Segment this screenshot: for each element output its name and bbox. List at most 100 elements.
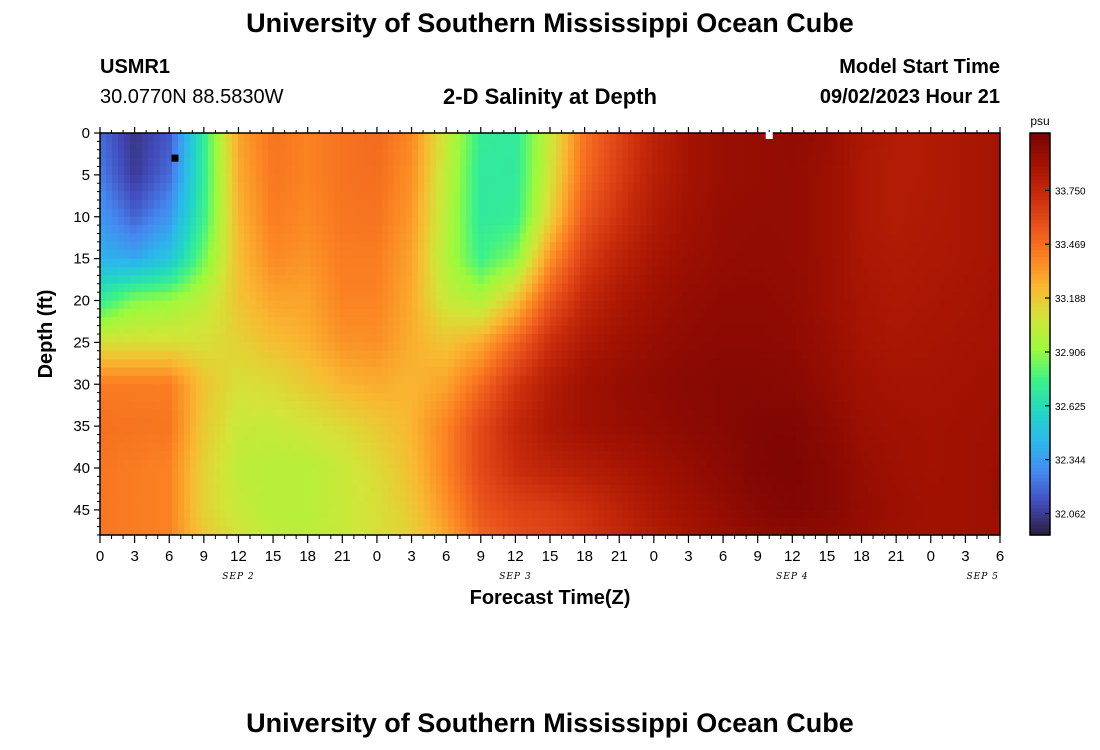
heatmap-cell bbox=[520, 233, 527, 243]
heatmap-cell bbox=[448, 325, 455, 335]
heatmap-cell bbox=[868, 267, 875, 276]
heatmap-cell bbox=[340, 308, 347, 318]
heatmap-cell bbox=[820, 166, 827, 176]
heatmap-cell bbox=[778, 375, 785, 385]
heatmap-cell bbox=[484, 241, 491, 251]
heatmap-cell bbox=[400, 342, 407, 352]
heatmap-cell bbox=[790, 292, 797, 302]
heatmap-cell bbox=[712, 258, 719, 268]
heatmap-cell bbox=[526, 342, 533, 352]
heatmap-cell bbox=[280, 409, 287, 419]
heatmap-cell bbox=[964, 384, 971, 394]
heatmap-cell bbox=[940, 275, 947, 285]
heatmap-cell bbox=[142, 342, 149, 352]
heatmap-cell bbox=[370, 292, 377, 302]
heatmap-cell bbox=[640, 392, 647, 402]
heatmap-cell bbox=[286, 267, 293, 276]
heatmap-cell bbox=[898, 200, 905, 209]
heatmap-cell bbox=[964, 133, 971, 142]
heatmap-cell bbox=[712, 241, 719, 251]
heatmap-cell bbox=[154, 283, 161, 293]
heatmap-cell bbox=[316, 401, 323, 410]
heatmap-cell bbox=[826, 141, 833, 151]
heatmap-cell bbox=[148, 283, 155, 293]
heatmap-cell bbox=[742, 166, 749, 176]
heatmap-cell bbox=[628, 158, 635, 168]
heatmap-cell bbox=[916, 208, 923, 218]
heatmap-cell bbox=[916, 300, 923, 310]
heatmap-cell bbox=[892, 208, 899, 218]
heatmap-cell bbox=[118, 149, 125, 159]
heatmap-cell bbox=[358, 283, 365, 293]
heatmap-cell bbox=[184, 191, 191, 201]
heatmap-cell bbox=[952, 241, 959, 251]
heatmap-cell bbox=[808, 258, 815, 268]
heatmap-cell bbox=[826, 158, 833, 168]
heatmap-cell bbox=[388, 158, 395, 168]
heatmap-cell bbox=[568, 384, 575, 394]
heatmap-cell bbox=[760, 392, 767, 402]
heatmap-cell bbox=[376, 317, 383, 327]
heatmap-cell bbox=[814, 283, 821, 293]
heatmap-cell bbox=[670, 133, 677, 142]
heatmap-cell bbox=[814, 191, 821, 201]
heatmap-cell bbox=[190, 375, 197, 385]
heatmap-cell bbox=[586, 191, 593, 201]
heatmap-cell bbox=[136, 141, 143, 151]
heatmap-cell bbox=[616, 367, 623, 377]
heatmap-cell bbox=[898, 392, 905, 402]
heatmap-cell bbox=[616, 250, 623, 260]
heatmap-cell bbox=[730, 300, 737, 310]
heatmap-cell bbox=[718, 174, 725, 184]
heatmap-cell bbox=[982, 133, 989, 142]
heatmap-cell bbox=[148, 267, 155, 276]
heatmap-cell bbox=[886, 367, 893, 377]
heatmap-cell bbox=[670, 183, 677, 193]
heatmap-cell bbox=[130, 258, 137, 268]
heatmap-cell bbox=[412, 334, 419, 343]
heatmap-cell bbox=[838, 384, 845, 394]
heatmap-cell bbox=[280, 225, 287, 235]
heatmap-cell bbox=[736, 133, 743, 142]
heatmap-cell bbox=[490, 283, 497, 293]
heatmap-cell bbox=[322, 409, 329, 419]
heatmap-cell bbox=[406, 384, 413, 394]
heatmap-cell bbox=[562, 350, 569, 360]
heatmap-cell bbox=[268, 292, 275, 302]
heatmap-cell bbox=[784, 216, 791, 226]
heatmap-cell bbox=[814, 216, 821, 226]
heatmap-cell bbox=[142, 292, 149, 302]
heatmap-cell bbox=[136, 216, 143, 226]
heatmap-cell bbox=[874, 283, 881, 293]
heatmap-cell bbox=[202, 166, 209, 176]
heatmap-cell bbox=[520, 384, 527, 394]
heatmap-cell bbox=[790, 392, 797, 402]
heatmap-cell bbox=[994, 233, 1001, 243]
heatmap-cell bbox=[652, 317, 659, 327]
heatmap-cell bbox=[238, 183, 245, 193]
heatmap-cell bbox=[388, 258, 395, 268]
heatmap-cell bbox=[382, 133, 389, 142]
heatmap-cell bbox=[526, 233, 533, 243]
heatmap-cell bbox=[778, 200, 785, 209]
heatmap-cell bbox=[604, 342, 611, 352]
heatmap-cell bbox=[670, 200, 677, 209]
heatmap-cell bbox=[898, 342, 905, 352]
heatmap-cell bbox=[568, 334, 575, 343]
heatmap-cell bbox=[706, 233, 713, 243]
heatmap-cell bbox=[514, 183, 521, 193]
heatmap-cell bbox=[292, 342, 299, 352]
heatmap-cell bbox=[622, 241, 629, 251]
heatmap-cell bbox=[298, 409, 305, 419]
heatmap-cell bbox=[130, 384, 137, 394]
heatmap-cell bbox=[994, 334, 1001, 343]
heatmap-cell bbox=[754, 308, 761, 318]
heatmap-cell bbox=[508, 158, 515, 168]
heatmap-cell bbox=[622, 250, 629, 260]
heatmap-cell bbox=[592, 384, 599, 394]
heatmap-cell bbox=[646, 174, 653, 184]
heatmap-cell bbox=[418, 375, 425, 385]
heatmap-cell bbox=[226, 275, 233, 285]
heatmap-cell bbox=[190, 275, 197, 285]
heatmap-cell bbox=[142, 200, 149, 209]
